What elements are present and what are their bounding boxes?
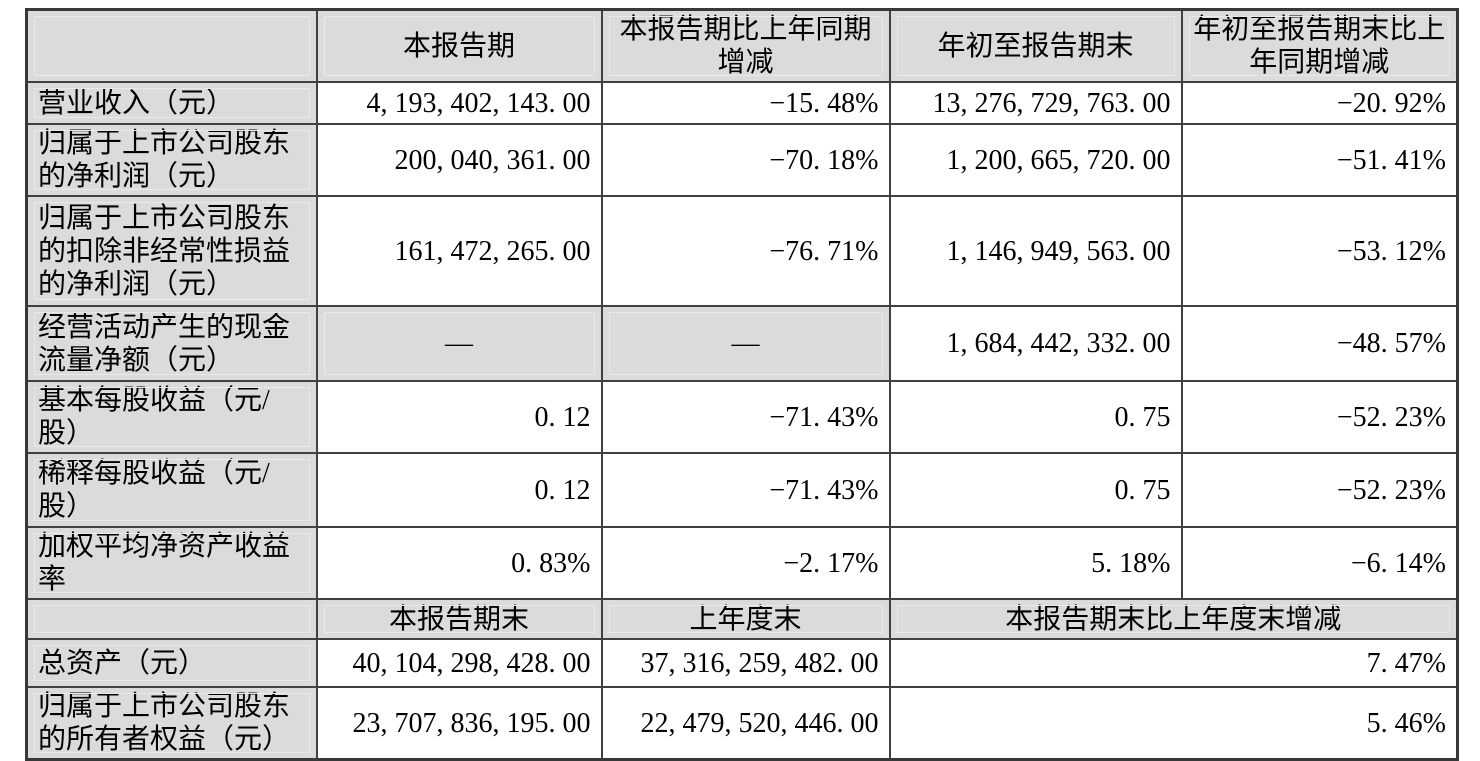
current-yoy-cell: −71. 43% [600,380,891,454]
ytd-cell: 13, 276, 729, 763. 00 [888,81,1183,125]
row-label: 稀释每股收益（元/ 股） [25,452,318,528]
table-row: 基本每股收益（元/ 股） 0. 12 −71. 43% 0. 75 −52. 2… [25,380,1459,454]
ytd-cell: 1, 146, 949, 563. 00 [888,195,1183,307]
current-yoy-cell: −2. 17% [600,526,891,600]
table-row: 经营活动产生的现金 流量净额（元） — — 1, 684, 442, 332. … [25,305,1459,382]
current-period-cell: 200, 040, 361. 00 [315,123,603,197]
ytd-yoy-cell: −20. 92% [1180,81,1459,125]
change-cell: 7. 47% [888,638,1459,688]
current-yoy-cell-na: — [600,305,891,382]
current-yoy-cell: −15. 48% [600,81,891,125]
current-yoy-cell: −70. 18% [600,123,891,197]
change-cell: 5. 46% [888,686,1459,761]
ytd-yoy-cell: −52. 23% [1180,380,1459,454]
header-prior-year-end: 上年度末 [600,598,891,640]
row-label: 加权平均净资产收益 率 [25,526,318,600]
header-current-period-yoy: 本报告期比上年同期 增减 [600,8,891,83]
row-label: 总资产（元） [25,638,318,688]
ytd-cell: 1, 200, 665, 720. 00 [888,123,1183,197]
table-row: 稀释每股收益（元/ 股） 0. 12 −71. 43% 0. 75 −52. 2… [25,452,1459,528]
current-period-cell: 161, 472, 265. 00 [315,195,603,307]
current-period-cell: 0. 12 [315,452,603,528]
current-period-cell-na: — [315,305,603,382]
row-label: 归属于上市公司股东 的所有者权益（元） [25,686,318,761]
ytd-cell: 5. 18% [888,526,1183,600]
ytd-yoy-cell: −48. 57% [1180,305,1459,382]
period-end-cell: 40, 104, 298, 428. 00 [315,638,603,688]
row-label: 归属于上市公司股东 的扣除非经常性损益 的净利润（元） [25,195,318,307]
current-period-cell: 0. 12 [315,380,603,454]
ytd-yoy-cell: −53. 12% [1180,195,1459,307]
ytd-cell: 0. 75 [888,380,1183,454]
annual-header-row: 本报告期末 上年度末 本报告期末比上年度末增减 [25,598,1459,640]
header-year-to-date-yoy: 年初至报告期末比上 年同期增减 [1180,8,1459,83]
current-yoy-cell: −76. 71% [600,195,891,307]
table-row: 归属于上市公司股东 的净利润（元） 200, 040, 361. 00 −70.… [25,123,1459,197]
header-current-period: 本报告期 [315,8,603,83]
empty-corner-cell [25,598,318,640]
ytd-cell: 0. 75 [888,452,1183,528]
header-year-to-date: 年初至报告期末 [888,8,1183,83]
ytd-yoy-cell: −52. 23% [1180,452,1459,528]
financial-summary-table: 本报告期 本报告期比上年同期 增减 年初至报告期末 年初至报告期末比上 年同期增… [25,8,1459,761]
ytd-yoy-cell: −6. 14% [1180,526,1459,600]
row-label: 营业收入（元） [25,81,318,125]
current-period-cell: 4, 193, 402, 143. 00 [315,81,603,125]
current-period-cell: 0. 83% [315,526,603,600]
header-period-end-change: 本报告期末比上年度末增减 [888,598,1459,640]
table-row: 总资产（元） 40, 104, 298, 428. 00 37, 316, 25… [25,638,1459,688]
prior-year-end-cell: 37, 316, 259, 482. 00 [600,638,891,688]
row-label: 经营活动产生的现金 流量净额（元） [25,305,318,382]
table-row: 归属于上市公司股东 的扣除非经常性损益 的净利润（元） 161, 472, 26… [25,195,1459,307]
table-row: 营业收入（元） 4, 193, 402, 143. 00 −15. 48% 13… [25,81,1459,125]
row-label: 基本每股收益（元/ 股） [25,380,318,454]
row-label: 归属于上市公司股东 的净利润（元） [25,123,318,197]
prior-year-end-cell: 22, 479, 520, 446. 00 [600,686,891,761]
header-period-end: 本报告期末 [315,598,603,640]
ytd-yoy-cell: −51. 41% [1180,123,1459,197]
ytd-cell: 1, 684, 442, 332. 00 [888,305,1183,382]
period-end-cell: 23, 707, 836, 195. 00 [315,686,603,761]
table-row: 加权平均净资产收益 率 0. 83% −2. 17% 5. 18% −6. 14… [25,526,1459,600]
current-yoy-cell: −71. 43% [600,452,891,528]
quarter-header-row: 本报告期 本报告期比上年同期 增减 年初至报告期末 年初至报告期末比上 年同期增… [25,8,1459,83]
empty-corner-cell [25,8,318,83]
table-row: 归属于上市公司股东 的所有者权益（元） 23, 707, 836, 195. 0… [25,686,1459,761]
